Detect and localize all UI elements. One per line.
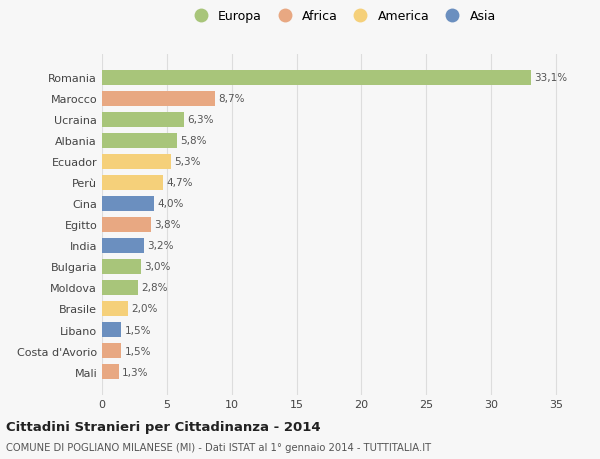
Bar xyxy=(102,91,215,106)
Bar xyxy=(102,238,143,253)
Bar xyxy=(102,259,141,274)
Text: 5,8%: 5,8% xyxy=(181,136,207,146)
Text: 1,5%: 1,5% xyxy=(125,346,151,356)
Bar xyxy=(102,343,121,358)
Bar xyxy=(102,322,121,337)
Text: 3,2%: 3,2% xyxy=(147,241,173,251)
Bar xyxy=(102,134,177,149)
Text: 33,1%: 33,1% xyxy=(535,73,568,83)
Text: 1,5%: 1,5% xyxy=(125,325,151,335)
Bar xyxy=(102,175,163,190)
Text: Cittadini Stranieri per Cittadinanza - 2014: Cittadini Stranieri per Cittadinanza - 2… xyxy=(6,420,320,433)
Text: 3,0%: 3,0% xyxy=(144,262,170,272)
Legend: Europa, Africa, America, Asia: Europa, Africa, America, Asia xyxy=(188,11,496,23)
Text: 8,7%: 8,7% xyxy=(218,94,245,104)
Text: 2,0%: 2,0% xyxy=(131,304,158,314)
Text: 6,3%: 6,3% xyxy=(187,115,214,125)
Text: 4,0%: 4,0% xyxy=(157,199,184,209)
Text: 2,8%: 2,8% xyxy=(142,283,168,293)
Bar xyxy=(102,112,184,128)
Bar xyxy=(102,280,139,296)
Text: 3,8%: 3,8% xyxy=(155,220,181,230)
Bar xyxy=(102,364,119,379)
Text: 1,3%: 1,3% xyxy=(122,367,149,377)
Bar xyxy=(102,196,154,212)
Bar xyxy=(102,218,151,232)
Bar xyxy=(102,301,128,316)
Bar xyxy=(102,154,171,169)
Text: COMUNE DI POGLIANO MILANESE (MI) - Dati ISTAT al 1° gennaio 2014 - TUTTITALIA.IT: COMUNE DI POGLIANO MILANESE (MI) - Dati … xyxy=(6,442,431,452)
Text: 5,3%: 5,3% xyxy=(174,157,200,167)
Text: 4,7%: 4,7% xyxy=(166,178,193,188)
Bar xyxy=(102,71,532,86)
